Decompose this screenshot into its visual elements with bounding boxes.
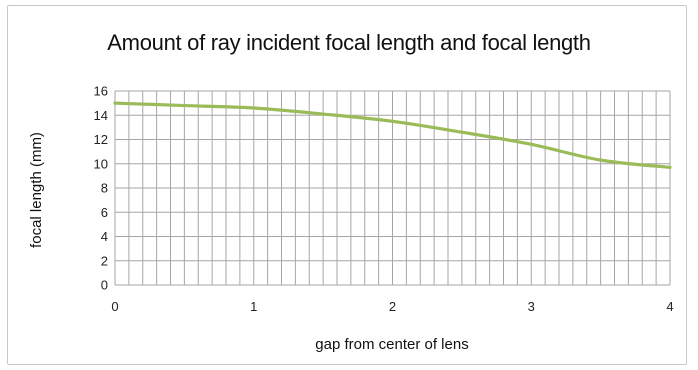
y-tick-label: 4: [101, 229, 108, 244]
series-layer: [113, 101, 672, 169]
y-tick-label: 8: [101, 181, 108, 196]
x-tick-label: 0: [111, 299, 118, 314]
x-tick-label: 2: [389, 299, 396, 314]
x-tick-label: 1: [250, 299, 257, 314]
grid-layer: [114, 90, 671, 286]
x-tick-label: 4: [666, 299, 673, 314]
chart-area-border: [7, 5, 687, 365]
x-tick-label: 3: [528, 299, 535, 314]
x-axis-title: gap from center of lens: [315, 336, 468, 353]
y-tick-label: 16: [94, 84, 108, 99]
series-line: [113, 101, 672, 169]
y-tick-label: 10: [94, 156, 108, 171]
chart-title: Amount of ray incident focal length and …: [107, 30, 591, 55]
y-tick-label: 14: [94, 108, 108, 123]
y-tick-label: 6: [101, 205, 108, 220]
y-tick-label: 12: [94, 132, 108, 147]
y-tick-label: 2: [101, 253, 108, 268]
y-axis-title: focal length (mm): [28, 132, 45, 248]
y-tick-label: 0: [101, 278, 108, 293]
